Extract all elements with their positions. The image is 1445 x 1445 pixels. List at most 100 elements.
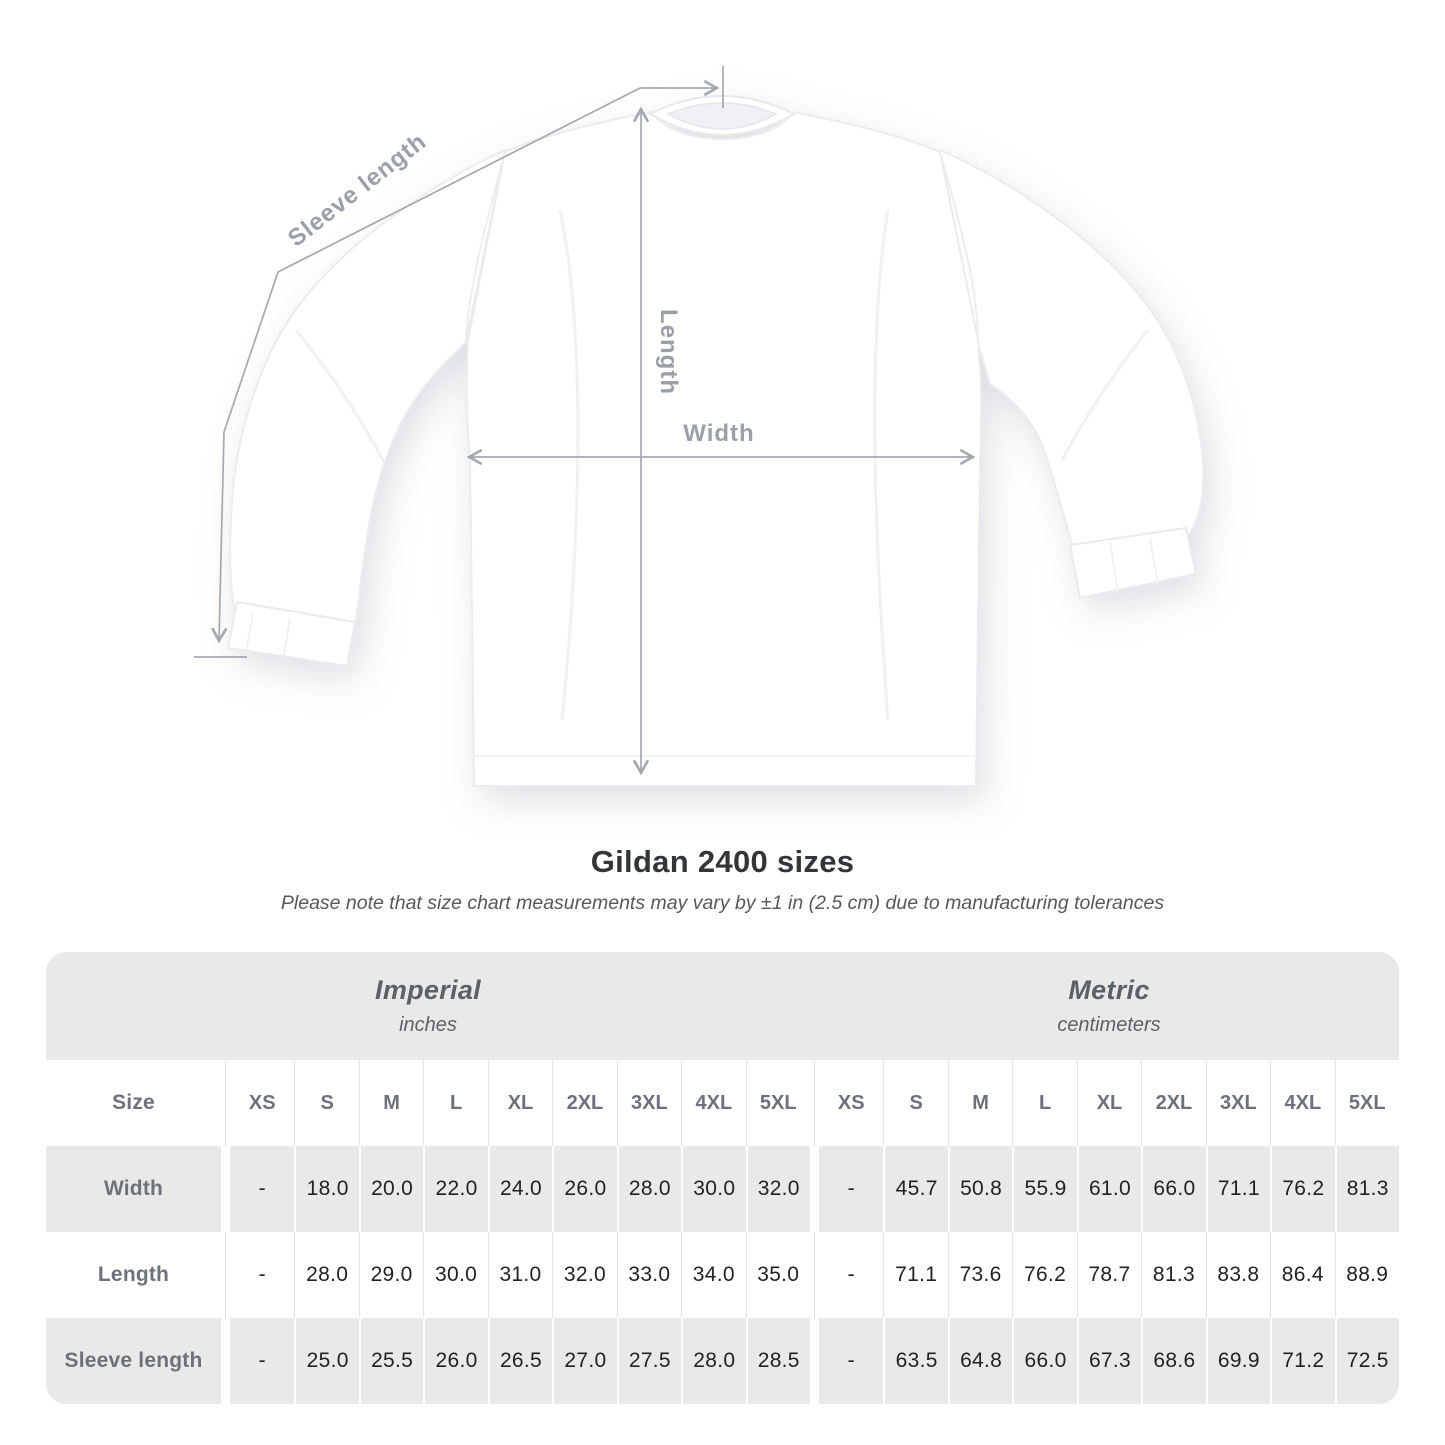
column-gap [221,1232,230,1318]
size-header-metric-l: L [1012,1060,1077,1146]
group-gap [810,1318,819,1404]
measurement-cell: 68.6 [1141,1318,1206,1404]
measurement-cell: 66.0 [1141,1146,1206,1232]
imperial-label: Imperial [375,975,481,1005]
measurement-cell: 20.0 [358,1146,424,1232]
measurement-cell: 50.8 [947,1146,1013,1232]
column-gap [221,1318,230,1404]
size-header-imperial-s: S [294,1060,359,1146]
size-header-metric-2xl: 2XL [1141,1060,1206,1146]
size-header-imperial-l: L [423,1060,488,1146]
measurement-cell: 66.0 [1012,1318,1077,1404]
measurement-cell: 64.8 [947,1318,1013,1404]
measurement-cell: 25.5 [358,1318,424,1404]
row-label: Width [46,1146,221,1232]
measurement-cell: 32.0 [552,1232,617,1318]
measurement-cell: 81.3 [1334,1146,1399,1232]
shirt-measurement-diagram: Width Length Sleeve length [194,66,1205,787]
column-gap [221,1060,230,1146]
measurement-cell: 28.0 [616,1146,682,1232]
heading-block: Gildan 2400 sizes Please note that size … [0,844,1445,915]
measurement-cell: 83.8 [1205,1232,1271,1318]
shirt-left-sleeve [229,148,507,650]
shirt-right-cuff [1068,526,1198,600]
metric-unit-header: Metric centimeters [819,952,1399,1060]
measurement-cell: 28.0 [681,1318,746,1404]
measurement-cell: 71.1 [1205,1146,1271,1232]
size-header-metric-3xl: 3XL [1205,1060,1271,1146]
measurement-cell: 22.0 [423,1146,488,1232]
measurement-cell: 34.0 [681,1232,746,1318]
measurement-row: Sleeve length -25.0 25.5 26.0 26.5 27.0 27.5 28… [46,1318,1399,1404]
measurement-cell: - [230,1146,295,1232]
unit-header-band: Imperial inches Metric centimeters [46,952,1399,1060]
shirt-left-cuff [226,600,357,668]
measurement-cell: 27.5 [616,1318,682,1404]
size-header-imperial-xl: XL [487,1060,553,1146]
measurement-cell: 24.0 [487,1146,553,1232]
measurement-cell: 63.5 [883,1318,948,1404]
size-header-imperial-3xl: 3XL [616,1060,682,1146]
page-subtitle: Please note that size chart measurements… [280,892,1165,914]
measurement-cell: 31.0 [487,1232,553,1318]
width-label: Width [683,420,754,447]
measurement-cell: 67.3 [1076,1318,1142,1404]
row-label: Sleeve length [46,1318,221,1404]
measurement-cell: 71.2 [1270,1318,1335,1404]
size-header-imperial-4xl: 4XL [681,1060,746,1146]
measurement-cell: 78.7 [1076,1232,1142,1318]
size-table: Imperial inches Metric centimeters Size X… [46,952,1399,1404]
measurement-cell: - [818,1318,884,1404]
measurement-cell: 25.0 [294,1318,359,1404]
measurement-cell: 45.7 [883,1146,948,1232]
size-header-metric-xs: XS [818,1060,884,1146]
size-header-imperial-2xl: 2XL [552,1060,617,1146]
measurement-row: Width -18.0 20.0 22.0 24.0 26.0 28.0 30.0 32.0-4… [46,1146,1399,1232]
metric-label: Metric [1068,975,1150,1005]
measurement-cell: - [230,1232,295,1318]
measurement-cell: 29.0 [358,1232,424,1318]
measurement-row: Length -28.0 29.0 30.0 31.0 32.0 33.0 34.0 35.0-… [46,1232,1399,1318]
measurement-cell: 28.0 [294,1232,359,1318]
size-grid: Size XS S M L XL 2XL 3XL 4XL 5XL XS S M L XL 2XL 3XL 4XL 5… [46,1060,1399,1404]
length-label: Length [655,309,682,395]
shirt-collar-opening [666,102,778,130]
group-gap [809,1232,819,1318]
measurement-cell: 26.0 [552,1146,617,1232]
measurement-cell: 71.1 [883,1232,948,1318]
measurement-cell: 76.2 [1270,1146,1335,1232]
measurement-annotations [194,66,976,776]
measurement-cell: 72.5 [1334,1318,1399,1404]
size-header-imperial-m: M [358,1060,424,1146]
measurement-cell: 69.9 [1205,1318,1271,1404]
measurement-cell: 88.9 [1334,1232,1399,1318]
shirt-mockup-svg: Width Length Sleeve length [194,66,1205,787]
measurement-cell: 27.0 [552,1318,617,1404]
size-header-row: Size XS S M L XL 2XL 3XL 4XL 5XL XS S M L XL 2XL 3XL 4XL 5… [46,1060,1399,1146]
measurement-cell: 28.5 [745,1318,810,1404]
sleeve-length-arrow [211,87,641,644]
row-label: Length [46,1232,221,1318]
measurement-cell: - [230,1318,295,1404]
measurement-cell: 35.0 [745,1232,810,1318]
measurement-cell: 61.0 [1076,1146,1142,1232]
measurement-cell: 55.9 [1012,1146,1077,1232]
imperial-sublabel: inches [399,1014,457,1036]
size-header-metric-5xl: 5XL [1334,1060,1399,1146]
group-gap [810,1146,819,1232]
measurement-cell: - [818,1232,884,1318]
measurement-cell: 33.0 [616,1232,682,1318]
imperial-unit-header: Imperial inches [46,952,810,1060]
size-header-imperial-5xl: 5XL [745,1060,810,1146]
measurement-cell: 81.3 [1141,1232,1206,1318]
measurement-cell: 26.5 [487,1318,553,1404]
size-header-metric-s: S [883,1060,948,1146]
size-column-header: Size [46,1060,221,1146]
metric-sublabel: centimeters [1057,1014,1161,1036]
column-gap [221,1146,230,1232]
shirt-right-sleeve [938,148,1205,552]
measurement-cell: 32.0 [745,1146,810,1232]
shirt-body [465,110,983,787]
measurement-cell: 73.6 [947,1232,1013,1318]
measurement-cell: 76.2 [1012,1232,1077,1318]
